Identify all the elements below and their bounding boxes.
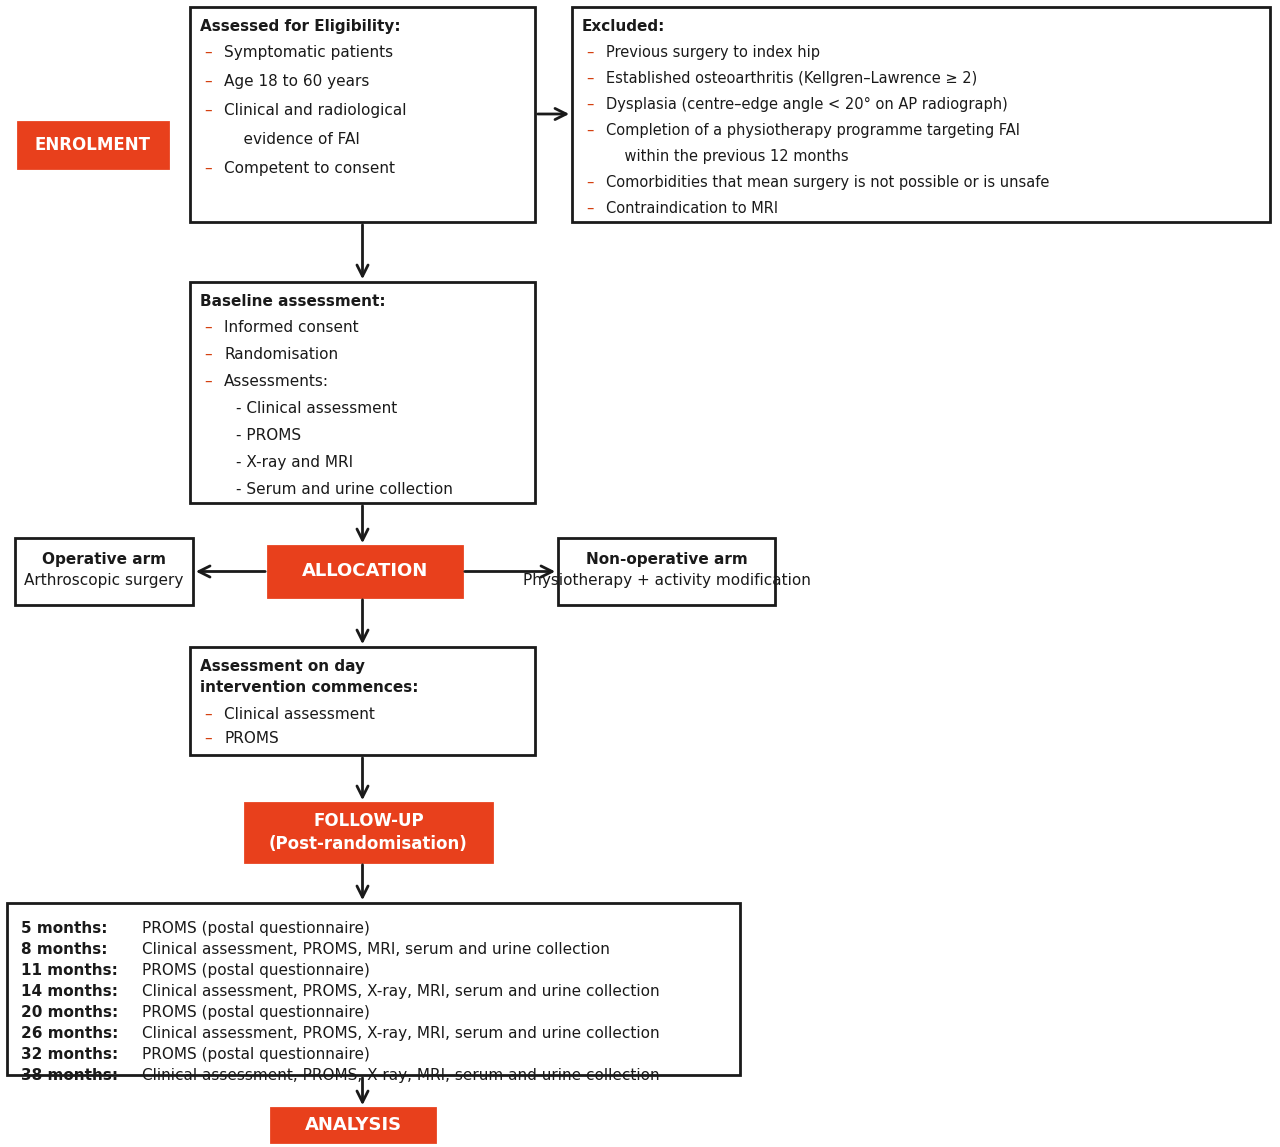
Text: Age 18 to 60 years: Age 18 to 60 years — [224, 75, 370, 89]
Text: Randomisation: Randomisation — [224, 348, 338, 362]
Text: intervention commences:: intervention commences: — [200, 680, 419, 695]
Text: –: – — [586, 123, 594, 138]
Text: Dysplasia (centre–edge angle < 20° on AP radiograph): Dysplasia (centre–edge angle < 20° on AP… — [605, 97, 1007, 112]
Text: Comorbidities that mean surgery is not possible or is unsafe: Comorbidities that mean surgery is not p… — [605, 175, 1050, 190]
Text: –: – — [204, 707, 211, 721]
Text: ALLOCATION: ALLOCATION — [302, 562, 428, 580]
Text: –: – — [586, 201, 594, 216]
Text: Completion of a physiotherapy programme targeting FAI: Completion of a physiotherapy programme … — [605, 123, 1020, 138]
Text: PROMS: PROMS — [224, 731, 279, 746]
Text: –: – — [204, 103, 211, 118]
Bar — [6, 903, 740, 1075]
Text: 32 months:: 32 months: — [20, 1047, 118, 1062]
Text: PROMS (postal questionnaire): PROMS (postal questionnaire) — [142, 1047, 370, 1062]
Text: –: – — [204, 374, 211, 389]
Bar — [189, 282, 535, 504]
Text: Arthroscopic surgery: Arthroscopic surgery — [24, 574, 184, 588]
Text: ENROLMENT: ENROLMENT — [35, 136, 151, 154]
Text: 14 months:: 14 months: — [20, 984, 118, 999]
Text: Assessment on day: Assessment on day — [200, 660, 365, 674]
Bar — [18, 122, 168, 167]
Text: Operative arm: Operative arm — [42, 552, 166, 567]
Bar — [244, 803, 492, 863]
Text: Baseline assessment:: Baseline assessment: — [200, 294, 385, 309]
Text: within the previous 12 months: within the previous 12 months — [605, 149, 849, 164]
Text: Assessments:: Assessments: — [224, 374, 329, 389]
Text: Clinical and radiological: Clinical and radiological — [224, 103, 407, 118]
Text: 38 months:: 38 months: — [20, 1068, 118, 1083]
Text: 26 months:: 26 months: — [20, 1027, 118, 1041]
Text: 11 months:: 11 months: — [20, 963, 118, 978]
Text: PROMS (postal questionnaire): PROMS (postal questionnaire) — [142, 1005, 370, 1020]
Text: Non-operative arm: Non-operative arm — [586, 552, 748, 567]
Text: –: – — [586, 175, 594, 190]
Text: Physiotherapy + activity modification: Physiotherapy + activity modification — [522, 574, 810, 588]
Text: Clinical assessment, PROMS, MRI, serum and urine collection: Clinical assessment, PROMS, MRI, serum a… — [142, 942, 609, 957]
Text: –: – — [204, 161, 211, 175]
Text: –: – — [204, 45, 211, 60]
Text: - Clinical assessment: - Clinical assessment — [236, 401, 397, 416]
Bar — [268, 546, 462, 596]
Text: 5 months:: 5 months: — [20, 921, 108, 936]
Text: Clinical assessment, PROMS, X-ray, MRI, serum and urine collection: Clinical assessment, PROMS, X-ray, MRI, … — [142, 1027, 659, 1041]
Text: –: – — [586, 97, 594, 112]
Text: 8 months:: 8 months: — [20, 942, 108, 957]
Text: Informed consent: Informed consent — [224, 320, 358, 335]
Text: –: – — [204, 320, 211, 335]
Text: 20 months:: 20 months: — [20, 1005, 118, 1020]
Bar — [271, 1108, 435, 1142]
Text: ANALYSIS: ANALYSIS — [305, 1116, 402, 1134]
Bar — [15, 538, 193, 604]
Text: PROMS (postal questionnaire): PROMS (postal questionnaire) — [142, 921, 370, 936]
Text: Symptomatic patients: Symptomatic patients — [224, 45, 393, 60]
Text: –: – — [204, 348, 211, 362]
Text: –: – — [204, 731, 211, 746]
Bar — [189, 647, 535, 755]
Text: - Serum and urine collection: - Serum and urine collection — [236, 482, 453, 497]
Text: Competent to consent: Competent to consent — [224, 161, 396, 175]
Text: –: – — [204, 75, 211, 89]
Text: - X-ray and MRI: - X-ray and MRI — [236, 455, 353, 470]
Text: Excluded:: Excluded: — [582, 19, 666, 34]
Text: Contraindication to MRI: Contraindication to MRI — [605, 201, 778, 216]
Text: –: – — [586, 45, 594, 60]
Text: - PROMS: - PROMS — [236, 428, 301, 443]
Text: Clinical assessment: Clinical assessment — [224, 707, 375, 721]
Bar — [558, 538, 774, 604]
Bar — [572, 7, 1270, 223]
Text: PROMS (postal questionnaire): PROMS (postal questionnaire) — [142, 963, 370, 978]
Text: –: – — [586, 71, 594, 86]
Text: Established osteoarthritis (Kellgren–Lawrence ≥ 2): Established osteoarthritis (Kellgren–Law… — [605, 71, 977, 86]
Text: Assessed for Eligibility:: Assessed for Eligibility: — [200, 19, 401, 34]
Bar — [189, 7, 535, 223]
Text: FOLLOW-UP
(Post-randomisation): FOLLOW-UP (Post-randomisation) — [269, 812, 468, 852]
Text: evidence of FAI: evidence of FAI — [224, 132, 360, 147]
Text: Clinical assessment, PROMS, X-ray, MRI, serum and urine collection: Clinical assessment, PROMS, X-ray, MRI, … — [142, 984, 659, 999]
Text: Clinical assessment, PROMS, X-ray, MRI, serum and urine collection: Clinical assessment, PROMS, X-ray, MRI, … — [142, 1068, 659, 1083]
Text: Previous surgery to index hip: Previous surgery to index hip — [605, 45, 820, 60]
